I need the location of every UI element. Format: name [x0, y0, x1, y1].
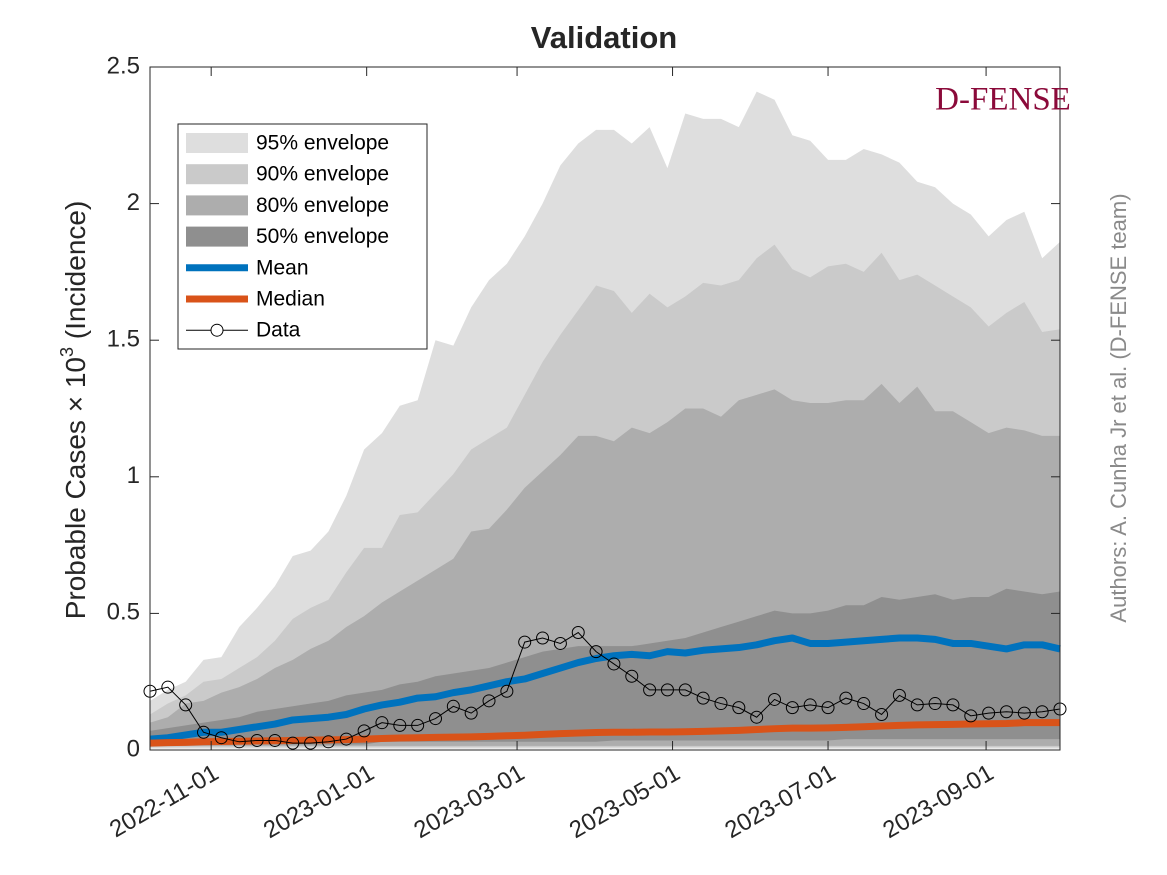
y-axis-label: Probable Cases × 103 (Incidence) [57, 201, 92, 620]
data-point [232, 735, 246, 749]
x-tick-label: 2023-01-01 [259, 759, 379, 844]
data-point [179, 698, 193, 712]
data-point [553, 636, 567, 650]
line [149, 634, 1061, 743]
y-tick-label: 1.5 [107, 326, 140, 353]
data-point [625, 669, 639, 683]
y-axis-label-part: Probable Cases × 10 [60, 357, 91, 619]
data-point [910, 698, 924, 712]
axes-box [149, 66, 1061, 751]
data-point [999, 705, 1013, 719]
y-tick-label: 2.5 [107, 52, 140, 79]
data-point [714, 697, 728, 711]
chart-title: Validation [531, 20, 677, 55]
data-point [750, 710, 764, 724]
data-point [304, 736, 318, 750]
x-tick-label: 2023-07-01 [720, 759, 840, 844]
data-point [678, 683, 692, 697]
data-point [892, 688, 906, 702]
data-point [821, 701, 835, 715]
x-tick-label: 2023-03-01 [409, 759, 529, 844]
data-point [1035, 705, 1049, 719]
y-tick-label: 1 [127, 462, 140, 489]
y-axis-label-part: (Incidence) [60, 201, 91, 347]
data-point [464, 706, 478, 720]
data-point [428, 712, 442, 726]
legend-label: 80% envelope [256, 194, 389, 217]
credit: Authors: A. Cunha Jr et al. (D-FENSE tea… [1106, 193, 1131, 622]
data-point [411, 718, 425, 732]
data-point [589, 645, 603, 659]
data-point [321, 735, 335, 749]
x-tick-label: 2023-05-01 [565, 759, 685, 844]
data-point [839, 691, 853, 705]
data-point [768, 692, 782, 706]
data-point [982, 706, 996, 720]
y-axis-label-part: 3 [57, 347, 77, 357]
legend-label: Data [256, 319, 301, 342]
legend-label: Mean [256, 256, 309, 279]
data-point [536, 631, 550, 645]
data-point [268, 733, 282, 747]
y-tick-label: 2 [127, 189, 140, 216]
data-point [803, 698, 817, 712]
data-point [928, 697, 942, 711]
data-point [375, 716, 389, 730]
data-point [964, 709, 978, 723]
data-point [339, 732, 353, 746]
legend-label: 50% envelope [256, 225, 389, 248]
line [149, 631, 1061, 744]
data-point [357, 724, 371, 738]
data-point [482, 694, 496, 708]
legend-swatch [186, 133, 248, 153]
data-point [643, 683, 657, 697]
legend-swatch [186, 226, 248, 247]
data-point [946, 698, 960, 712]
data-point [518, 635, 532, 649]
y-tick-label: 0 [127, 735, 140, 762]
legend-label: Median [256, 288, 325, 311]
data-point [875, 707, 889, 721]
data-point [660, 683, 674, 697]
data-point [197, 725, 211, 739]
data-point [857, 697, 871, 711]
data-point [607, 657, 621, 671]
legend-swatch [186, 195, 248, 216]
data-point [1017, 706, 1031, 720]
legend-swatch [210, 323, 224, 337]
data-point [500, 684, 514, 698]
watermark: D-FENSE [935, 82, 1071, 118]
data-point [393, 718, 407, 732]
line [149, 719, 1060, 747]
x-tick-label: 2022-11-01 [105, 759, 223, 843]
data-point [214, 731, 228, 745]
data-point [286, 736, 300, 750]
data-point [250, 733, 264, 747]
legend-swatch [186, 164, 248, 185]
legend-label: 90% envelope [256, 163, 389, 186]
data-point [785, 701, 799, 715]
data-point [446, 699, 460, 713]
data-point [696, 691, 710, 705]
y-tick-label: 0.5 [107, 599, 140, 626]
data-point [732, 701, 746, 715]
legend: 95% envelope 90% envelope 80% envelope 50% … [177, 123, 428, 350]
data-point [571, 626, 585, 640]
legend-label: 95% envelope [256, 132, 389, 155]
x-tick-label: 2023-09-01 [878, 759, 998, 844]
data-point [161, 680, 175, 694]
